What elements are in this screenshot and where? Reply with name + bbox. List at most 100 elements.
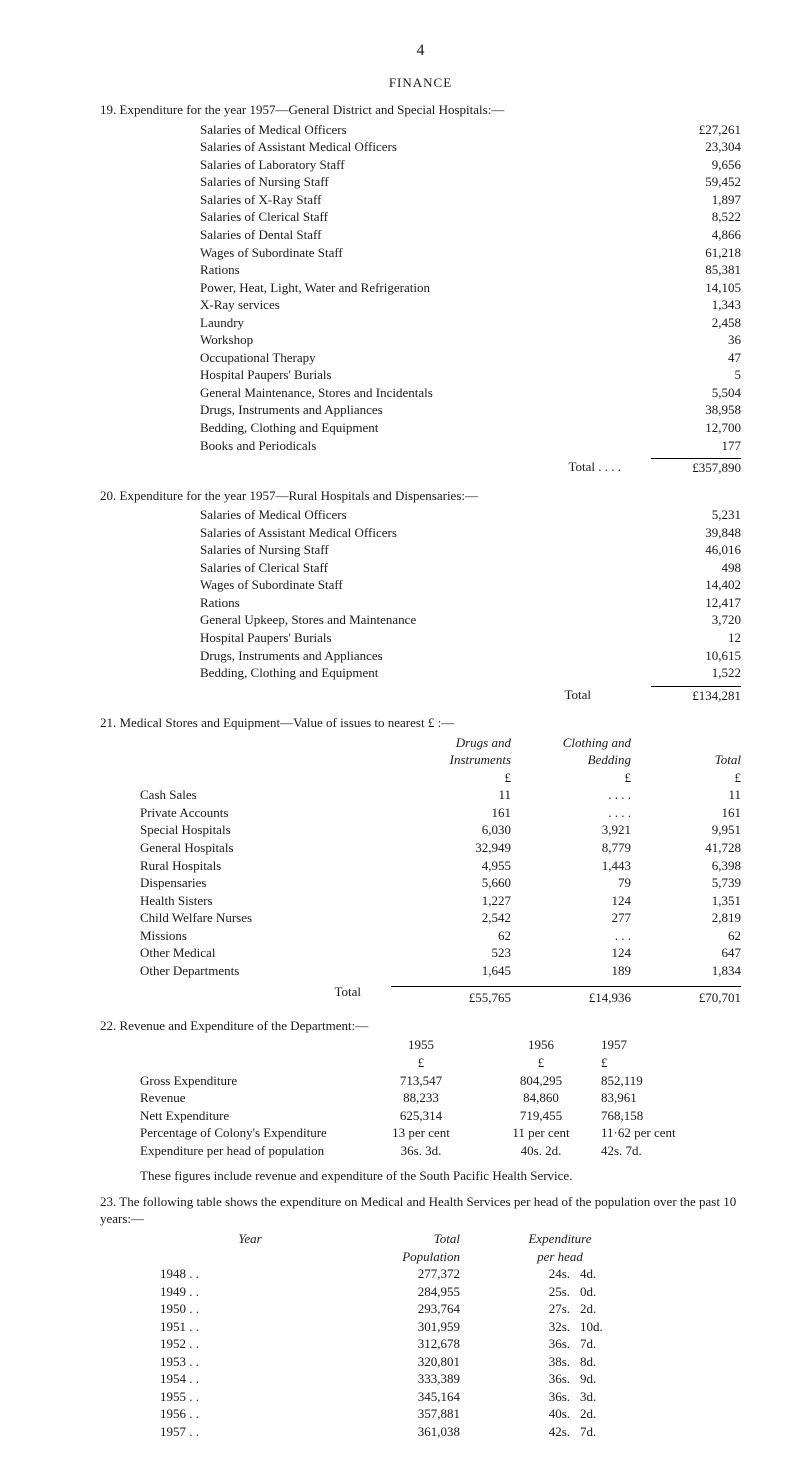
- s19-item-value: 12,700: [651, 419, 741, 437]
- s21-hdr-c1a: Drugs and: [391, 734, 511, 752]
- s21-row-label: Missions: [140, 927, 391, 945]
- s22-row-c2: 719,455: [481, 1107, 601, 1125]
- s19-item-label: Salaries of Assistant Medical Officers: [200, 138, 651, 156]
- s20-item-value: 12: [651, 629, 741, 647]
- s23-row-year: 1950 . .: [160, 1300, 340, 1318]
- s23-row-pop: 345,164: [340, 1388, 460, 1406]
- s23-row-s: 36s.: [460, 1370, 570, 1388]
- s23-row-d: 7d.: [570, 1335, 640, 1353]
- s22-row-c2: 40s. 2d.: [481, 1142, 601, 1160]
- s22-unit-2: £: [481, 1054, 601, 1072]
- s19-item-label: Workshop: [200, 331, 651, 349]
- s21-row-c3: 1,351: [631, 892, 741, 910]
- s23-row-s: 27s.: [460, 1300, 570, 1318]
- s21-row-c1: 5,660: [391, 874, 511, 892]
- s21-hdr-c2a: Clothing and: [511, 734, 631, 752]
- s19-item-value: 2,458: [651, 314, 741, 332]
- s23-hdr-year: Year: [160, 1230, 340, 1248]
- s21-total-c1: £55,765: [391, 986, 511, 1007]
- s23-row-d: 10d.: [570, 1318, 640, 1336]
- s19-item-value: 5,504: [651, 384, 741, 402]
- s22-row-c3: 83,961: [601, 1089, 741, 1107]
- s21-row-c3: 62: [631, 927, 741, 945]
- s23-row-year: 1954 . .: [160, 1370, 340, 1388]
- s21-row-c3: 2,819: [631, 909, 741, 927]
- section22-heading: 22. Revenue and Expenditure of the Depar…: [100, 1017, 741, 1035]
- s21-row-c1: 6,030: [391, 821, 511, 839]
- section20-total-value: £134,281: [651, 686, 741, 705]
- s22-row-label: Expenditure per head of population: [140, 1142, 361, 1160]
- s23-row-s: 42s.: [460, 1423, 570, 1441]
- s23-row-s: 40s.: [460, 1405, 570, 1423]
- s21-row-c2: 79: [511, 874, 631, 892]
- s19-item-value: 59,452: [651, 173, 741, 191]
- s19-item-label: Salaries of Laboratory Staff: [200, 156, 651, 174]
- s19-item-value: 9,656: [651, 156, 741, 174]
- s20-item-value: 5,231: [651, 506, 741, 524]
- s21-row-c1: 523: [391, 944, 511, 962]
- s23-row-pop: 301,959: [340, 1318, 460, 1336]
- s23-row-pop: 357,881: [340, 1405, 460, 1423]
- s22-row-c1: 13 per cent: [361, 1124, 481, 1142]
- s20-item-label: Bedding, Clothing and Equipment: [200, 664, 651, 682]
- s22-unit-1: £: [361, 1054, 481, 1072]
- s19-item-label: Bedding, Clothing and Equipment: [200, 419, 651, 437]
- s23-hdr-exp-b: per head: [460, 1248, 630, 1266]
- s22-row-c2: 11 per cent: [481, 1124, 601, 1142]
- s21-unit-2: £: [511, 769, 631, 787]
- section19-total-label: Total . . . .: [200, 458, 651, 477]
- s20-item-label: Salaries of Nursing Staff: [200, 541, 651, 559]
- s20-item-label: Hospital Paupers' Burials: [200, 629, 651, 647]
- s21-row-c1: 32,949: [391, 839, 511, 857]
- s23-row-d: 7d.: [570, 1423, 640, 1441]
- s21-hdr-c1b: Instruments: [391, 751, 511, 769]
- s23-row-year: 1948 . .: [160, 1265, 340, 1283]
- s23-row-year: 1951 . .: [160, 1318, 340, 1336]
- s19-item-value: 85,381: [651, 261, 741, 279]
- s20-item-value: 12,417: [651, 594, 741, 612]
- s20-item-value: 14,402: [651, 576, 741, 594]
- s21-row-c2: 124: [511, 892, 631, 910]
- s22-row-c1: 713,547: [361, 1072, 481, 1090]
- s21-row-c2: 277: [511, 909, 631, 927]
- s21-row-c2: 1,443: [511, 857, 631, 875]
- s23-row-pop: 333,389: [340, 1370, 460, 1388]
- s22-row-c3: 852,119: [601, 1072, 741, 1090]
- s20-item-label: Salaries of Assistant Medical Officers: [200, 524, 651, 542]
- s20-item-label: Rations: [200, 594, 651, 612]
- s22-row-c1: 36s. 3d.: [361, 1142, 481, 1160]
- s22-row-c1: 625,314: [361, 1107, 481, 1125]
- s23-row-s: 32s.: [460, 1318, 570, 1336]
- section20-total-label: Total: [200, 686, 651, 705]
- s19-item-label: Hospital Paupers' Burials: [200, 366, 651, 384]
- s21-row-c3: 161: [631, 804, 741, 822]
- s21-row-c1: 62: [391, 927, 511, 945]
- s21-row-c2: 8,779: [511, 839, 631, 857]
- s19-item-label: Rations: [200, 261, 651, 279]
- s19-item-label: General Maintenance, Stores and Incident…: [200, 384, 651, 402]
- s21-row-c2: . . .: [511, 927, 631, 945]
- s20-item-value: 498: [651, 559, 741, 577]
- s19-item-value: 23,304: [651, 138, 741, 156]
- s19-item-label: Books and Periodicals: [200, 437, 651, 455]
- s23-row-d: 0d.: [570, 1283, 640, 1301]
- s19-item-value: 4,866: [651, 226, 741, 244]
- s21-row-label: Dispensaries: [140, 874, 391, 892]
- s19-item-value: 47: [651, 349, 741, 367]
- s21-hdr-c3: Total: [631, 751, 741, 769]
- s19-item-label: Salaries of X-Ray Staff: [200, 191, 651, 209]
- s21-row-label: Cash Sales: [140, 786, 391, 804]
- s20-item-label: Wages of Subordinate Staff: [200, 576, 651, 594]
- s21-row-c1: 1,645: [391, 962, 511, 980]
- s21-row-c3: 5,739: [631, 874, 741, 892]
- s19-item-value: 8,522: [651, 208, 741, 226]
- s19-item-value: 38,958: [651, 401, 741, 419]
- page-number: 4: [100, 40, 741, 62]
- s21-row-c3: 1,834: [631, 962, 741, 980]
- s23-row-d: 4d.: [570, 1265, 640, 1283]
- s21-row-c2: 124: [511, 944, 631, 962]
- s19-item-value: 177: [651, 437, 741, 455]
- s23-row-year: 1949 . .: [160, 1283, 340, 1301]
- s19-item-label: Salaries of Nursing Staff: [200, 173, 651, 191]
- s20-item-value: 46,016: [651, 541, 741, 559]
